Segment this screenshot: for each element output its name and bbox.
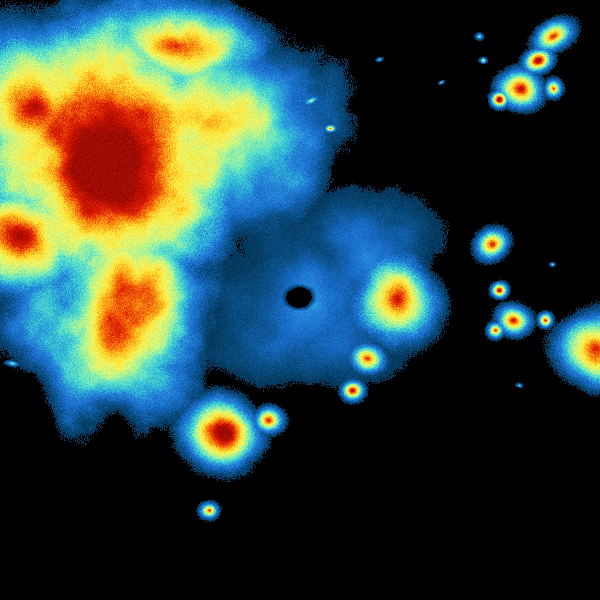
radar-reflectivity-image: Radar Base Reflectivity dBZ bbox=[0, 0, 600, 600]
radar-reflectivity-canvas bbox=[0, 0, 600, 600]
